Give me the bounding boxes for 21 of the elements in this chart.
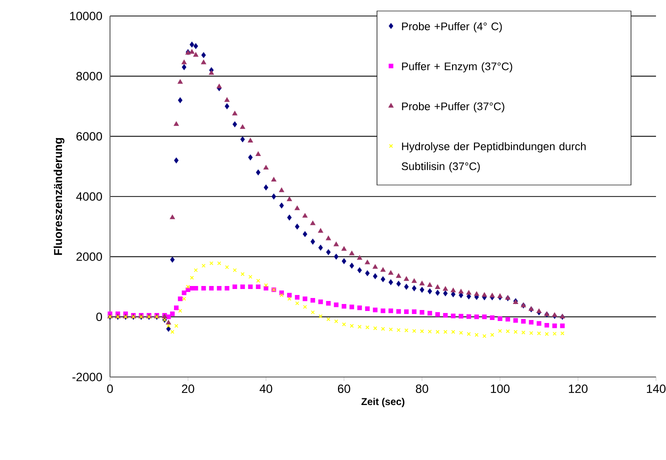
legend-label: Hydrolyse der Peptidbindungen durch Subtilisin (37°C) bbox=[402, 142, 586, 172]
x-tick-label: 60 bbox=[338, 384, 350, 393]
y-tick-label: -2000 bbox=[72, 372, 102, 382]
y-axis-title: Fluoreszenzänderung bbox=[54, 138, 64, 255]
legend-label: Probe +Puffer (37°C) bbox=[402, 102, 504, 112]
y-tick-label: 10000 bbox=[70, 12, 102, 20]
y-tick-label: 8000 bbox=[76, 72, 102, 80]
x-axis-title: Zeit (sec) bbox=[361, 398, 404, 408]
x-tick-label: 20 bbox=[182, 384, 194, 393]
x-tick-label: 0 bbox=[107, 384, 113, 393]
x-tick-label: 120 bbox=[568, 384, 588, 393]
y-tick-label: 2000 bbox=[76, 252, 102, 261]
y-tick-label: 4000 bbox=[76, 192, 102, 201]
y-tick-label: 6000 bbox=[76, 132, 102, 141]
x-tick-label: 140 bbox=[646, 384, 666, 393]
legend-label: Puffer + Enzym (37°C) bbox=[402, 62, 512, 72]
x-tick-label: 100 bbox=[490, 384, 510, 393]
x-tick-label: 80 bbox=[416, 384, 428, 393]
x-tick-label: 40 bbox=[260, 384, 272, 393]
y-tick-label: 0 bbox=[96, 312, 102, 322]
legend-label: Probe +Puffer (4° C) bbox=[402, 22, 502, 32]
